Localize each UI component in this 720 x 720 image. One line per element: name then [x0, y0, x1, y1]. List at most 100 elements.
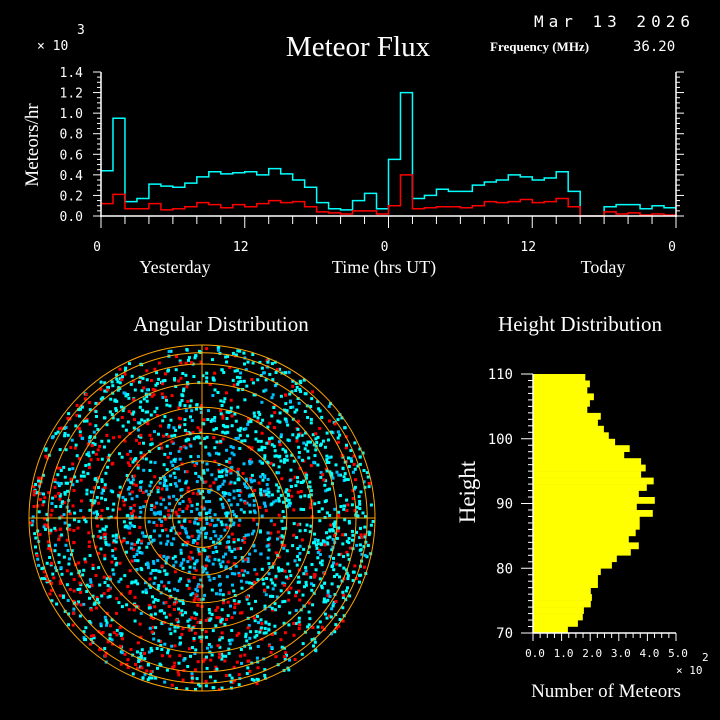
meteor-point: [256, 614, 259, 618]
meteor-point: [293, 410, 297, 414]
meteor-point: [63, 432, 67, 435]
meteor-point: [283, 458, 287, 461]
meteor-point: [284, 651, 288, 655]
meteor-point: [339, 552, 343, 556]
meteor-point: [183, 517, 187, 521]
meteor-point: [188, 520, 192, 524]
meteor-point: [262, 631, 266, 635]
meteor-point: [302, 547, 306, 551]
meteor-point: [236, 436, 240, 440]
meteor-point: [186, 504, 190, 508]
meteor-point: [56, 430, 60, 434]
meteor-point: [292, 633, 296, 637]
meteor-point: [299, 390, 303, 393]
meteor-point: [255, 656, 259, 660]
meteor-point: [243, 398, 247, 402]
meteor-point: [128, 362, 131, 366]
meteor-point: [160, 392, 164, 396]
meteor-point: [228, 642, 232, 646]
meteor-point: [255, 682, 259, 686]
meteor-point: [259, 552, 263, 556]
meteor-point: [197, 583, 201, 587]
height-x-tick-label: 4.0: [639, 647, 659, 660]
meteor-point: [52, 576, 56, 580]
meteor-point: [199, 411, 203, 414]
meteor-point: [93, 499, 97, 503]
meteor-point: [44, 574, 48, 578]
meteor-point: [173, 608, 176, 611]
meteor-point: [333, 593, 337, 596]
meteor-point: [347, 521, 351, 525]
meteor-point: [72, 489, 76, 492]
meteor-point: [287, 498, 291, 502]
meteor-point: [346, 503, 350, 507]
meteor-point: [153, 598, 157, 601]
height-bar: [533, 529, 636, 537]
meteor-point: [123, 439, 127, 443]
meteor-point: [210, 418, 214, 422]
meteor-point: [301, 458, 304, 462]
meteor-point: [329, 523, 333, 527]
meteor-point: [332, 522, 335, 526]
meteor-point: [270, 396, 274, 400]
meteor-point: [289, 468, 293, 472]
meteor-point: [291, 405, 295, 409]
meteor-point: [236, 405, 240, 409]
meteor-point: [194, 687, 197, 691]
meteor-point: [182, 558, 185, 562]
meteor-point: [108, 410, 112, 414]
meteor-point: [330, 607, 334, 611]
meteor-point: [185, 470, 189, 474]
meteor-point: [346, 553, 350, 557]
meteor-point: [286, 423, 290, 427]
meteor-point: [290, 494, 294, 498]
meteor-point: [149, 670, 153, 673]
meteor-point: [273, 404, 277, 407]
meteor-point: [210, 613, 214, 616]
meteor-point: [164, 601, 168, 604]
meteor-point: [185, 687, 189, 691]
meteor-point: [221, 482, 225, 486]
meteor-point: [277, 471, 281, 475]
meteor-point: [136, 428, 140, 432]
meteor-point: [84, 626, 88, 630]
meteor-point: [73, 511, 77, 515]
meteor-point: [358, 499, 362, 503]
meteor-point: [216, 391, 220, 394]
y-tick-label: 0.6: [60, 148, 83, 163]
meteor-point: [164, 506, 168, 510]
meteor-point: [159, 644, 163, 647]
meteor-point: [164, 559, 168, 563]
meteor-point: [168, 589, 172, 593]
meteor-point: [188, 500, 192, 504]
meteor-point: [205, 380, 209, 384]
meteor-point: [126, 585, 130, 588]
meteor-point: [29, 521, 33, 525]
meteor-point: [337, 526, 341, 530]
meteor-point: [241, 559, 245, 563]
meteor-point: [58, 534, 62, 538]
meteor-point: [317, 631, 321, 635]
meteor-point: [227, 651, 231, 655]
meteor-point: [88, 620, 92, 623]
meteor-point: [227, 535, 231, 539]
meteor-point: [198, 635, 202, 639]
meteor-point: [246, 560, 250, 563]
meteor-point: [335, 536, 339, 540]
meteor-point: [54, 566, 57, 570]
meteor-point: [222, 371, 226, 374]
meteor-point: [145, 388, 149, 392]
meteor-point: [100, 508, 104, 512]
meteor-point: [233, 602, 237, 606]
meteor-point: [99, 514, 103, 518]
meteor-point: [179, 577, 183, 581]
meteor-point: [360, 535, 364, 539]
meteor-point: [129, 382, 133, 386]
meteor-point: [347, 557, 351, 561]
meteor-point: [261, 418, 265, 422]
meteor-point: [214, 534, 218, 538]
meteor-point: [151, 387, 155, 391]
meteor-point: [224, 674, 228, 678]
meteor-point: [247, 659, 251, 663]
meteor-point: [347, 456, 350, 460]
